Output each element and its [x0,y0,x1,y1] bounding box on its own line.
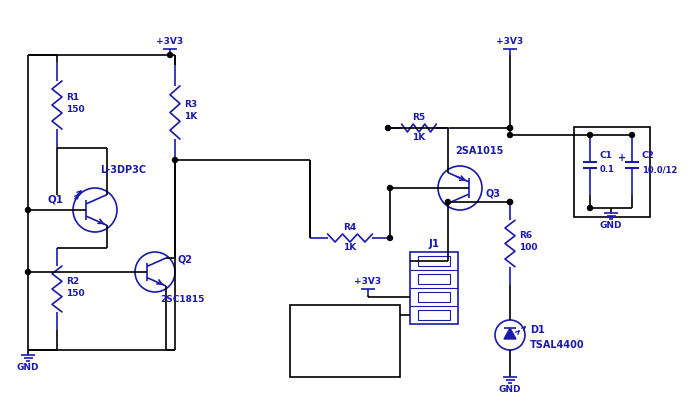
Text: L-3DP3C: L-3DP3C [100,165,146,175]
Circle shape [386,126,391,130]
Text: C2: C2 [642,152,655,160]
Circle shape [388,186,393,190]
Bar [410,252,458,324]
Circle shape [388,235,393,241]
Text: +3V3: +3V3 [354,277,382,286]
Circle shape [508,132,512,138]
Bar [418,256,450,266]
Text: Rx: Rx [349,327,363,337]
Bar [418,292,450,302]
Circle shape [445,200,450,205]
Bar [574,127,650,217]
Text: 4: 4 [328,363,336,373]
Text: D1: D1 [530,325,545,335]
Circle shape [587,132,592,138]
Bar [418,274,450,284]
Circle shape [508,126,512,130]
Text: GND: GND [498,385,522,393]
Circle shape [629,132,634,138]
Text: GND: GND [343,363,369,373]
Text: 1K: 1K [184,112,197,121]
Text: +3V3: +3V3 [496,38,524,47]
Circle shape [25,269,31,275]
Text: R5: R5 [412,113,426,122]
Text: R6: R6 [519,231,532,240]
Circle shape [508,126,512,130]
Bar [290,305,400,377]
Text: 1K: 1K [412,134,426,142]
Text: +3.3V: +3.3V [338,345,374,355]
Circle shape [508,200,512,205]
Text: Q3: Q3 [486,188,501,198]
Text: GND: GND [357,332,379,342]
Text: 150: 150 [66,105,85,113]
Text: Q2: Q2 [178,255,193,265]
Text: C1: C1 [600,152,613,160]
Text: 150: 150 [66,288,85,298]
Text: +3V3: +3V3 [156,38,183,47]
Circle shape [172,158,178,162]
Text: 1K: 1K [344,243,356,253]
Text: 2SA1015: 2SA1015 [455,146,503,156]
Text: 2SC1815: 2SC1815 [160,296,204,304]
Text: R3: R3 [184,100,197,109]
Polygon shape [504,328,516,339]
Text: TSAL4400: TSAL4400 [530,340,584,350]
Circle shape [587,205,592,211]
Text: R1: R1 [66,93,79,101]
Text: 2: 2 [328,327,335,337]
Text: 0.1: 0.1 [600,166,615,174]
Text: GND: GND [17,363,39,371]
Text: GND: GND [600,221,622,229]
Text: Q1: Q1 [47,195,63,205]
Text: 10.0/12: 10.0/12 [642,166,678,174]
Circle shape [167,53,172,57]
Text: R4: R4 [344,223,356,233]
Text: 1: 1 [328,309,335,319]
Text: 3: 3 [328,345,335,355]
Text: R2: R2 [66,277,79,286]
Text: TX: TX [349,309,363,319]
Text: J1: J1 [428,239,440,249]
Text: 100: 100 [519,243,538,252]
Circle shape [508,200,512,205]
Bar [418,310,450,320]
Text: +: + [618,153,626,163]
Circle shape [25,207,31,213]
